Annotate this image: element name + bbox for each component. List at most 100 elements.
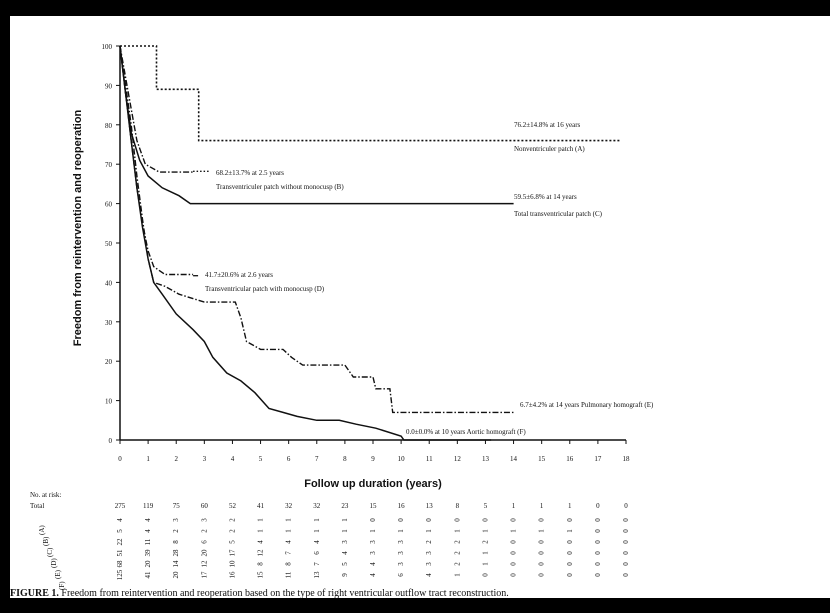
risk-row-value: 4 [144,529,152,533]
risk-row-value: 0 [566,551,574,555]
annotation-C-label: Total transventricular patch (C) [514,210,603,218]
risk-row-value: 5 [228,540,236,544]
risk-row-value: 3 [397,540,405,544]
risk-row-value: 1 [341,518,349,522]
risk-row-value: 0 [510,573,518,577]
risk-row-value: 6 [397,573,405,577]
risk-row-value: 0 [453,518,461,522]
risk-row-value: 0 [622,518,630,522]
risk-row-value: 17 [200,571,208,579]
risk-row-value: 1 [510,529,518,533]
annotation-D-value: 41.7±20.6% at 2.6 years [205,271,273,279]
annotation-F-text: 0.0±0.0% at 10 years Aortic homograft (F… [406,428,526,436]
risk-row-value: 0 [481,518,489,522]
risk-row-value: 0 [594,540,602,544]
risk-row-value: 0 [566,518,574,522]
risk-row-value: 2 [425,540,433,544]
series-D-line [120,46,193,275]
annotation-E-text: 6.7±4.2% at 14 years Pulmonary homograft… [520,401,654,409]
risk-row-value: 4 [341,551,349,555]
risk-row-value: 51 [116,549,124,557]
risk-row-value: 41 [144,571,152,579]
risk-total-value: 275 [115,502,126,510]
risk-row-value: 0 [566,562,574,566]
risk-row-value: 2 [453,540,461,544]
risk-total-value: 52 [229,502,237,510]
risk-row-value: 8 [285,562,293,566]
x-tick-label: 10 [398,455,406,463]
risk-row-value: 1 [481,529,489,533]
risk-row-value: 16 [228,571,236,579]
risk-row-value: 3 [397,562,405,566]
x-tick-label: 13 [482,455,490,463]
risk-row-value: 11 [144,538,152,545]
figure-caption: FIGURE 1. Freedom from reintervention an… [10,588,828,599]
risk-table-total-label: Total [30,502,44,510]
risk-row-value: 1 [257,529,265,533]
x-tick-label: 5 [259,455,263,463]
risk-row-value: 1 [538,529,546,533]
risk-row-value: 2 [200,529,208,533]
risk-total-value: 119 [143,502,154,510]
x-tick-label: 17 [594,455,602,463]
series-F-line [120,46,491,440]
risk-row-value: 4 [257,540,265,544]
risk-total-value: 32 [313,502,321,510]
risk-row-value: 12 [200,560,208,568]
caption-text: Freedom from reintervention and reoperat… [61,588,508,599]
annotation-B-label: Transventriculer patch without monocusp … [216,183,344,191]
risk-row-value: 0 [622,551,630,555]
risk-row-value: 2 [481,540,489,544]
risk-row-label: (D) [50,558,58,568]
risk-row-label: (E) [54,569,62,579]
risk-row-value: 0 [425,518,433,522]
risk-total-value: 75 [173,502,181,510]
risk-row-value: 20 [144,560,152,568]
risk-row-value: 2 [453,562,461,566]
risk-row-value: 0 [510,518,518,522]
y-tick-label: 30 [105,319,113,327]
risk-row-value: 3 [425,562,433,566]
risk-row-value: 3 [425,551,433,555]
annotation-C-value: 59.5±6.8% at 14 years [514,193,577,201]
annotation-A-label: Nonventriculer patch (A) [514,145,585,153]
y-tick-label: 20 [105,358,113,366]
risk-row-value: 1 [313,529,321,533]
risk-row-value: 4 [116,518,124,522]
risk-row-value: 1 [313,518,321,522]
series-E-line [120,46,514,412]
risk-total-value: 8 [456,502,460,510]
risk-row-value: 3 [341,540,349,544]
risk-total-value: 1 [512,502,516,510]
x-tick-label: 11 [426,455,433,463]
risk-row-value: 3 [397,551,405,555]
risk-total-value: 13 [426,502,434,510]
risk-row-value: 22 [116,538,124,546]
risk-row-label: (C) [46,547,54,557]
risk-row-value: 4 [144,518,152,522]
y-tick-label: 0 [109,437,113,445]
y-tick-label: 100 [102,43,113,51]
x-tick-label: 0 [118,455,122,463]
risk-row-value: 68 [116,560,124,568]
risk-row-value: 2 [228,529,236,533]
risk-total-value: 15 [370,502,378,510]
risk-row-value: 125 [116,569,124,580]
risk-row-value: 3 [369,551,377,555]
risk-row-value: 1 [257,518,265,522]
risk-row-label: (B) [42,536,50,546]
risk-row-value: 0 [622,562,630,566]
risk-total-value: 23 [341,502,349,510]
risk-row-value: 0 [510,562,518,566]
y-tick-label: 90 [105,82,113,90]
risk-total-value: 32 [285,502,293,510]
risk-row-value: 0 [594,551,602,555]
risk-row-value: 12 [257,549,265,557]
risk-row-value: 4 [369,562,377,566]
series-C-line [120,46,514,204]
risk-row-value: 0 [397,518,405,522]
risk-row-value: 39 [144,549,152,557]
risk-total-value: 16 [398,502,406,510]
risk-row-value: 14 [172,560,180,568]
